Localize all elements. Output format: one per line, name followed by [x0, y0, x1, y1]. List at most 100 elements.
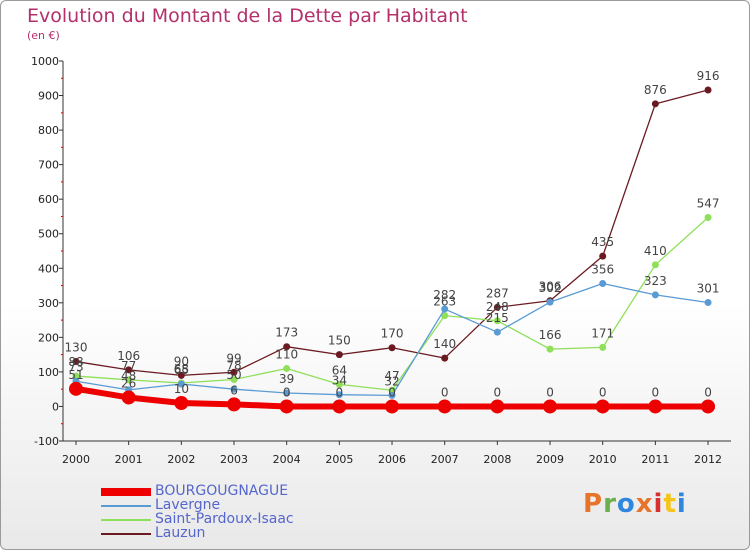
data-point — [72, 358, 80, 366]
data-label: 64 — [332, 363, 347, 377]
data-label: 547 — [697, 196, 720, 210]
data-point — [125, 376, 133, 384]
data-point — [230, 385, 238, 393]
data-label: 248 — [486, 300, 509, 314]
x-tick-label: 2001 — [115, 453, 143, 466]
data-point — [177, 380, 185, 388]
chart-subtitle: (en €) — [27, 29, 60, 42]
data-label: 302 — [539, 281, 562, 295]
data-label: 106 — [117, 349, 140, 363]
data-label: 0 — [704, 385, 712, 399]
data-label: 301 — [697, 281, 720, 295]
data-point — [543, 399, 558, 414]
data-label: 34 — [332, 374, 347, 388]
data-label: 323 — [644, 274, 667, 288]
data-point — [701, 399, 716, 414]
x-tick-label: 2003 — [220, 453, 248, 466]
logo-letter: i — [676, 489, 687, 519]
data-label: 0 — [494, 385, 502, 399]
data-label: 0 — [388, 385, 396, 399]
x-tick-label: 2007 — [431, 453, 459, 466]
data-point — [388, 344, 396, 352]
logo-letter: x — [635, 489, 654, 519]
data-point — [227, 397, 242, 412]
data-point — [599, 252, 607, 260]
data-label: 130 — [65, 341, 88, 355]
x-tick-label: 2006 — [378, 453, 406, 466]
y-tick-label: 1000 — [31, 55, 59, 68]
x-tick-label: 2000 — [62, 453, 90, 466]
data-label: 150 — [328, 334, 351, 348]
data-label: 110 — [275, 347, 298, 361]
data-label: 32 — [384, 374, 399, 388]
data-point — [648, 399, 663, 414]
data-point — [69, 381, 83, 396]
y-tick-label: 600 — [38, 193, 59, 206]
data-label: 0 — [283, 385, 291, 399]
data-label: 263 — [433, 295, 456, 309]
legend-label: Lavergne — [155, 497, 221, 513]
data-label: 215 — [486, 311, 509, 325]
data-label: 916 — [697, 69, 720, 83]
data-point — [599, 343, 607, 351]
x-tick-label: 2011 — [641, 453, 669, 466]
data-label: 171 — [591, 326, 614, 340]
data-label: 287 — [486, 286, 509, 300]
data-label: 0 — [599, 385, 607, 399]
data-point — [599, 279, 607, 287]
data-label: 435 — [591, 235, 614, 249]
data-point — [283, 389, 291, 397]
y-tick-label: 400 — [38, 262, 59, 275]
data-label: 73 — [68, 360, 83, 374]
logo-letter: P — [583, 489, 604, 519]
y-tick-label: 700 — [38, 159, 59, 172]
data-point — [174, 396, 189, 410]
data-label: 6 — [230, 383, 238, 397]
x-tick-label: 2002 — [167, 453, 195, 466]
x-tick-label: 2012 — [694, 453, 722, 466]
data-label: 140 — [433, 337, 456, 351]
data-label: 88 — [68, 355, 83, 369]
logo-letter: r — [603, 489, 617, 519]
x-tick-label: 2010 — [589, 453, 617, 466]
x-tick-label: 2005 — [325, 453, 353, 466]
data-label: 173 — [275, 326, 298, 340]
data-point — [704, 298, 712, 306]
legend-swatch — [101, 488, 151, 496]
data-point — [283, 364, 291, 372]
data-label: 50 — [226, 368, 241, 382]
data-label: 170 — [381, 327, 404, 341]
data-label: 39 — [279, 372, 294, 386]
data-label: 68 — [174, 362, 189, 376]
x-tick-label: 2004 — [273, 453, 301, 466]
data-label: 166 — [539, 328, 562, 342]
data-point — [651, 291, 659, 299]
data-label: 65 — [174, 363, 189, 377]
data-label: 51 — [68, 368, 83, 382]
data-point — [388, 391, 396, 399]
data-label: 0 — [652, 385, 660, 399]
y-tick-label: 100 — [38, 366, 59, 379]
data-point — [441, 312, 449, 320]
data-point — [335, 391, 343, 399]
logo-letter: i — [653, 489, 664, 519]
y-tick-label: 500 — [38, 228, 59, 241]
data-point — [493, 317, 501, 325]
proxiti-logo: Proxiti — [583, 489, 687, 519]
data-label: 282 — [433, 288, 456, 302]
y-tick-label: 800 — [38, 124, 59, 137]
data-point — [332, 399, 347, 414]
logo-letter: o — [616, 489, 636, 519]
data-point — [121, 390, 136, 405]
data-label: 78 — [226, 359, 241, 373]
chart-title: Evolution du Montant de la Dette par Hab… — [27, 5, 468, 27]
data-point — [651, 261, 659, 269]
data-point — [493, 328, 501, 336]
data-point — [546, 345, 554, 353]
data-point — [335, 380, 343, 388]
legend-label: Saint-Pardoux-Isaac — [155, 511, 294, 527]
legend-label: Lauzun — [155, 525, 206, 541]
data-label: 77 — [121, 359, 136, 373]
data-label: 26 — [121, 376, 136, 390]
